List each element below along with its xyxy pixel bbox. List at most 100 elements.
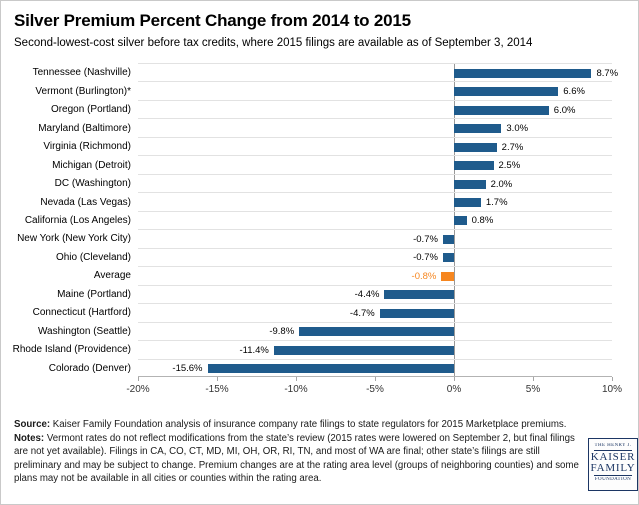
category-label: Colorado (Denver) bbox=[48, 362, 131, 374]
page-title: Silver Premium Percent Change from 2014 … bbox=[14, 11, 411, 30]
bar bbox=[454, 198, 481, 208]
x-axis: -20% -15% -10% -5% 0% 5% 10% bbox=[126, 377, 622, 399]
bar bbox=[454, 105, 549, 115]
bar bbox=[384, 290, 454, 300]
x-axis-tick-label: -10% bbox=[284, 384, 308, 395]
x-axis-tick-label: 5% bbox=[525, 384, 541, 395]
value-label: 2.5% bbox=[498, 160, 521, 172]
x-axis-tick bbox=[532, 377, 534, 381]
kff-logo-rule-top bbox=[594, 450, 632, 451]
bar bbox=[454, 179, 486, 189]
value-label: 3.0% bbox=[506, 123, 529, 135]
value-label: 2.7% bbox=[501, 141, 524, 153]
value-label: -0.8% bbox=[411, 270, 437, 282]
category-label: Oregon (Portland) bbox=[50, 104, 131, 116]
chart-row: New York (New York City) -0.7% bbox=[17, 229, 612, 247]
category-label: Virginia (Richmond) bbox=[43, 141, 131, 153]
kff-logo-line3: FAMILY bbox=[590, 461, 636, 474]
value-label: 6.0% bbox=[553, 104, 576, 116]
category-label: Rhode Island (Providence) bbox=[12, 344, 131, 356]
footer-notes: Source: Kaiser Family Foundation analysi… bbox=[14, 418, 581, 486]
chart-row: Average -0.8% bbox=[94, 266, 612, 284]
value-label: 6.6% bbox=[563, 86, 585, 98]
kff-logo-line4: FOUNDATION bbox=[594, 477, 632, 482]
x-axis-tick-label: -5% bbox=[366, 384, 384, 395]
value-label: -4.7% bbox=[349, 307, 375, 319]
category-label: Maryland (Baltimore) bbox=[38, 122, 131, 134]
category-label: Michigan (Detroit) bbox=[52, 159, 131, 171]
value-label: -0.7% bbox=[413, 233, 438, 245]
chart-row: DC (Washington) 2.0% bbox=[55, 173, 612, 192]
bar bbox=[454, 161, 494, 171]
chart-row: Maryland (Baltimore) 3.0% bbox=[38, 118, 612, 136]
bar bbox=[454, 142, 497, 152]
bar bbox=[441, 271, 454, 281]
source-text: Kaiser Family Foundation analysis of ins… bbox=[50, 419, 567, 430]
value-label: 8.7% bbox=[596, 67, 619, 79]
x-axis-tick-label: -20% bbox=[126, 384, 150, 395]
bar bbox=[273, 345, 454, 355]
chart-row: Michigan (Detroit) 2.5% bbox=[52, 155, 612, 173]
category-label: Connecticut (Hartford) bbox=[32, 307, 131, 319]
chart-row: California (Los Angeles) 0.8% bbox=[25, 210, 612, 229]
x-axis-tick bbox=[453, 377, 455, 381]
category-label: New York (New York City) bbox=[17, 233, 131, 245]
x-axis-tick bbox=[137, 377, 139, 381]
bar bbox=[299, 327, 454, 337]
page-subtitle: Second-lowest-cost silver before tax cre… bbox=[14, 37, 533, 49]
chart-row: Ohio (Cleveland) -0.7% bbox=[56, 247, 612, 266]
plot-area: Tennessee (Nashville) 8.7% Vermont (Burlin… bbox=[13, 63, 618, 377]
category-label: DC (Washington) bbox=[54, 178, 131, 190]
value-label: -11.4% bbox=[239, 344, 269, 356]
x-axis-tick bbox=[295, 377, 297, 381]
chart-row: Rhode Island (Providence) -11.4% bbox=[13, 340, 612, 358]
chart-row: Virginia (Richmond) 2.7% bbox=[43, 136, 612, 155]
bar bbox=[442, 234, 454, 244]
x-axis-tick-label: 10% bbox=[601, 384, 623, 395]
chart-row: Maine (Portland) -4.4% bbox=[57, 284, 612, 303]
bar bbox=[442, 253, 454, 263]
bar bbox=[454, 216, 467, 226]
kff-logo: THE HENRY J. KAISER FAMILY FOUNDATION bbox=[588, 438, 638, 491]
chart-row: Nevada (Las Vegas) 1.7% bbox=[40, 192, 612, 210]
chart-row: Colorado (Denver) -15.6% bbox=[49, 358, 612, 377]
value-label: -0.7% bbox=[413, 252, 438, 264]
value-label: 2.0% bbox=[490, 178, 513, 190]
category-label: California (Los Angeles) bbox=[24, 214, 131, 226]
bar bbox=[207, 364, 454, 374]
x-axis-tick-label: -15% bbox=[205, 384, 229, 395]
source-line: Source: Kaiser Family Foundation analysi… bbox=[14, 418, 581, 432]
category-label: Washington (Seattle) bbox=[37, 325, 131, 337]
category-label: Average bbox=[93, 270, 131, 282]
chart-row: Tennessee (Nashville) 8.7% bbox=[33, 63, 618, 81]
chart-row: Vermont (Burlington)* 6.6% bbox=[35, 81, 612, 99]
bar bbox=[454, 124, 502, 134]
category-label: Nevada (Las Vegas) bbox=[40, 196, 131, 208]
value-label: -4.4% bbox=[354, 289, 380, 301]
category-label: Ohio (Cleveland) bbox=[55, 251, 131, 263]
chart-row: Oregon (Portland) 6.0% bbox=[51, 99, 612, 118]
x-axis-tick bbox=[611, 377, 613, 381]
chart-row: Connecticut (Hartford) -4.7% bbox=[33, 303, 612, 321]
kff-logo-line2: KAISER bbox=[590, 451, 636, 463]
source-label: Source: bbox=[14, 419, 51, 430]
bar bbox=[379, 308, 454, 318]
x-axis-tick bbox=[216, 377, 218, 381]
x-axis-tick-label: 0% bbox=[446, 384, 462, 395]
notes-label: Notes: bbox=[14, 432, 45, 444]
bar bbox=[454, 68, 592, 78]
notes-text: Vermont rates do not reflect modificatio… bbox=[14, 432, 579, 485]
category-label: Vermont (Burlington)* bbox=[35, 85, 131, 97]
kff-logo-rule-bottom bbox=[594, 475, 632, 476]
value-label: -15.6% bbox=[172, 363, 203, 375]
category-label: Maine (Portland) bbox=[57, 288, 131, 300]
value-label: 1.7% bbox=[485, 197, 508, 209]
category-label: Tennessee (Nashville) bbox=[32, 67, 131, 79]
value-label: 0.8% bbox=[471, 215, 494, 227]
value-label: -9.8% bbox=[269, 326, 295, 338]
notes-line: Notes: Vermont rates do not reflect modi… bbox=[14, 432, 581, 486]
bar bbox=[454, 87, 559, 97]
x-axis-tick bbox=[374, 377, 376, 381]
kff-logo-line1: THE HENRY J. bbox=[594, 443, 632, 448]
